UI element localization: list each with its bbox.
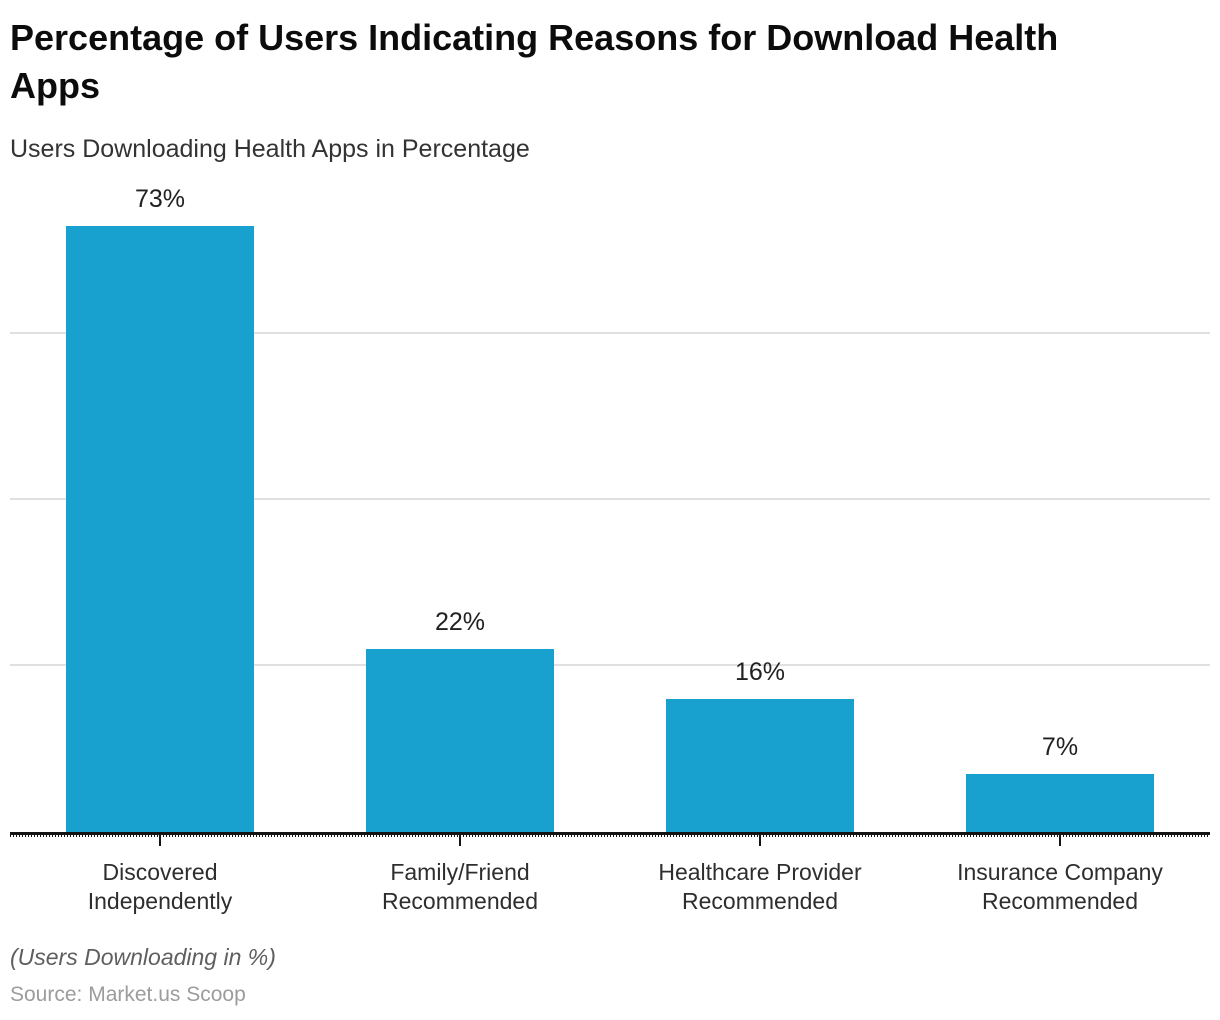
- bar-slot: 73%: [10, 172, 310, 832]
- bar: [666, 699, 854, 832]
- x-axis-label-row: Discovered Independently Family/Friend Re…: [10, 858, 1210, 916]
- x-axis-category-label: Insurance Company Recommended: [957, 859, 1163, 914]
- x-axis-tick-row: [10, 835, 1210, 846]
- x-axis-tick: [759, 835, 761, 846]
- chart-title: Percentage of Users Indicating Reasons f…: [10, 17, 1059, 106]
- x-axis-line: [10, 832, 1210, 837]
- plot-area: 73% 22% 16% 7%: [10, 172, 1210, 832]
- bar-slot: 16%: [610, 172, 910, 832]
- x-axis-tick: [1059, 835, 1061, 846]
- bar-slot: 22%: [310, 172, 610, 832]
- bar-slot: 7%: [910, 172, 1210, 832]
- source-note: Source: Market.us Scoop: [10, 983, 246, 1006]
- x-axis-tick: [459, 835, 461, 846]
- x-axis-category-label: Discovered Independently: [87, 859, 233, 914]
- x-axis-category-label: Healthcare Provider Recommended: [658, 859, 862, 914]
- gridline-60: [10, 331, 1210, 334]
- x-axis-minor-ticks: [10, 835, 1210, 837]
- bar: [366, 649, 554, 832]
- bar: [66, 225, 254, 832]
- bars-row: 73% 22% 16% 7%: [10, 172, 1210, 832]
- gridline-20: [10, 663, 1210, 666]
- chart-subtitle: Users Downloading Health Apps in Percent…: [10, 135, 530, 163]
- bar-value-label: 16%: [734, 658, 786, 687]
- bar-value-label: 7%: [1041, 732, 1079, 761]
- x-axis-category-label: Family/Friend Recommended: [382, 859, 538, 914]
- axis-unit-footnote: (Users Downloading in %): [10, 944, 276, 970]
- bar-value-label: 73%: [134, 184, 186, 213]
- bar-value-label: 22%: [434, 608, 486, 637]
- x-axis-tick: [159, 835, 161, 846]
- x-axis-line-solid: [10, 832, 1210, 835]
- bar: [966, 773, 1154, 832]
- gridline-40: [10, 497, 1210, 500]
- gridline-layer: [10, 172, 1210, 832]
